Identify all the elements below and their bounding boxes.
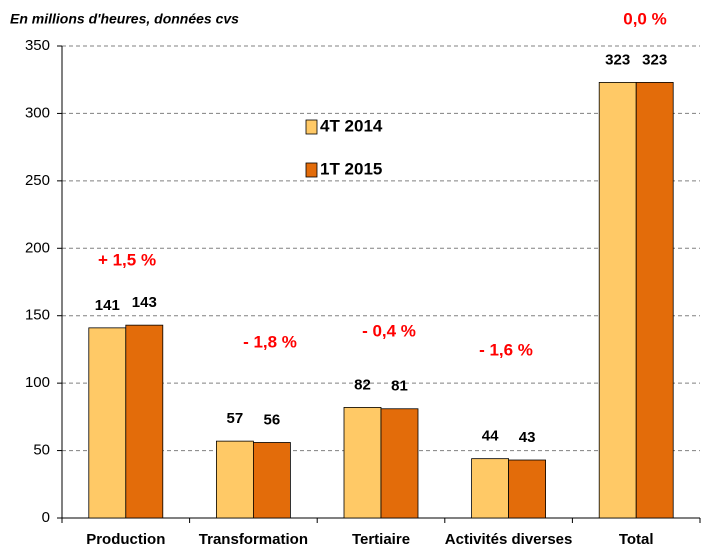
bar [471, 458, 510, 519]
data-label: 56 [264, 411, 281, 428]
bar [598, 82, 637, 519]
legend-label: 4T 2014 [320, 116, 383, 135]
annotation: - 1,8 % [243, 332, 297, 351]
bar [215, 440, 254, 519]
y-tick-label: 250 [25, 172, 50, 189]
chart-title: En millions d'heures, données cvs [10, 11, 239, 27]
bar [252, 442, 291, 519]
y-tick-label: 50 [33, 442, 50, 459]
data-label: 323 [605, 51, 630, 68]
bar [380, 408, 419, 519]
annotation: - 0,4 % [362, 321, 416, 340]
annotation: 0,0 % [623, 9, 666, 28]
x-tick-label: Activités diverses [445, 531, 573, 548]
x-tick-label: Total [619, 531, 654, 548]
y-tick-label: 150 [25, 307, 50, 324]
annotation: - 1,6 % [479, 340, 533, 359]
data-label: 141 [95, 297, 120, 314]
data-label: 43 [519, 429, 536, 446]
bar [88, 327, 127, 519]
legend-swatch [305, 119, 318, 135]
data-label: 57 [227, 410, 244, 427]
data-label: 44 [482, 428, 499, 445]
data-label: 81 [391, 378, 408, 395]
y-tick-label: 100 [25, 374, 50, 391]
data-label: 143 [132, 294, 157, 311]
y-tick-label: 350 [25, 37, 50, 54]
y-tick-label: 0 [42, 509, 50, 526]
y-tick-label: 300 [25, 104, 50, 121]
x-tick-label: Transformation [199, 531, 308, 548]
bar [635, 82, 674, 519]
x-tick-label: Tertiaire [352, 531, 410, 548]
bar [343, 407, 382, 519]
legend-label: 1T 2015 [320, 159, 382, 178]
y-tick-label: 200 [25, 239, 50, 256]
legend-swatch [305, 162, 318, 178]
bar [125, 324, 164, 519]
x-tick-label: Production [86, 531, 165, 548]
annotation: + 1,5 % [98, 250, 156, 269]
bar [508, 459, 547, 519]
data-label: 323 [642, 51, 667, 68]
data-label: 82 [354, 376, 371, 393]
